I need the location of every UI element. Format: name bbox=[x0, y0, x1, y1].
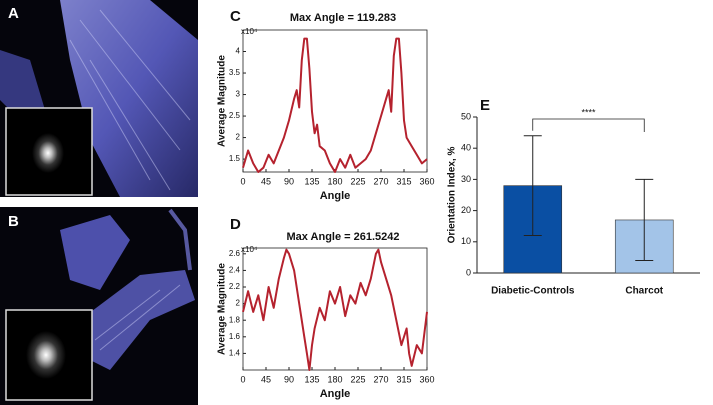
y-tick-label: 2 bbox=[236, 299, 241, 308]
y-tick-label: 1.8 bbox=[229, 315, 241, 324]
y-tick-label: 2.6 bbox=[229, 249, 241, 258]
x-tick-label: Charcot bbox=[625, 286, 663, 297]
x-tick-label: 135 bbox=[304, 176, 319, 186]
x-tick-label: 180 bbox=[327, 374, 342, 384]
y-multiplier: x10⁴ bbox=[241, 245, 258, 254]
y-tick-label: 4 bbox=[236, 47, 241, 56]
x-tick-label: 270 bbox=[373, 374, 388, 384]
y-tick-label: 1.6 bbox=[229, 332, 241, 341]
chart-title: Max Angle = 261.5242 bbox=[286, 231, 399, 243]
y-tick-label: 1.4 bbox=[229, 349, 241, 358]
y-tick-label: 3.5 bbox=[229, 68, 241, 77]
y-tick-label: 3 bbox=[236, 90, 241, 99]
x-tick-label: 315 bbox=[396, 176, 411, 186]
x-tick-label: 45 bbox=[261, 176, 271, 186]
y-tick-label: 2.4 bbox=[229, 266, 241, 275]
significance-label: **** bbox=[581, 107, 596, 117]
image-a: A bbox=[0, 0, 198, 197]
y-tick-label: 50 bbox=[461, 111, 471, 121]
image-b: B bbox=[0, 207, 198, 405]
x-tick-label: 135 bbox=[304, 374, 319, 384]
y-axis-label: Average Magnitude bbox=[217, 55, 228, 147]
significance-bracket bbox=[532, 118, 645, 132]
x-tick-label: 180 bbox=[327, 176, 342, 186]
panel-letter: C bbox=[230, 8, 241, 25]
plot-frame bbox=[242, 247, 428, 371]
x-tick-label: 315 bbox=[396, 374, 411, 384]
x-tick-label: 360 bbox=[419, 374, 434, 384]
y-axis-label: Orientation Index, % bbox=[447, 147, 458, 244]
error-bar bbox=[635, 178, 654, 262]
x-axis-label: Angle bbox=[320, 388, 351, 400]
x-axis-label: Angle bbox=[320, 190, 351, 202]
y-axis-label: Average Magnitude bbox=[217, 263, 228, 355]
y-tick-label: 40 bbox=[461, 143, 471, 153]
x-tick-label: 45 bbox=[261, 374, 271, 384]
x-tick-label: 90 bbox=[284, 176, 294, 186]
y-tick-label: 10 bbox=[461, 236, 471, 246]
y-tick-label: 0 bbox=[466, 267, 471, 277]
x-tick-label: 0 bbox=[240, 374, 245, 384]
panel-letter: A bbox=[8, 5, 19, 22]
error-bar bbox=[523, 135, 542, 237]
x-tick-label: 360 bbox=[419, 176, 434, 186]
panel-letter: D bbox=[230, 216, 241, 233]
y-tick-label: 30 bbox=[461, 174, 471, 184]
y-tick-label: 2.2 bbox=[229, 282, 241, 291]
y-multiplier: x10⁴ bbox=[241, 27, 258, 36]
x-tick-label: 270 bbox=[373, 176, 388, 186]
x-tick-label: Diabetic-Controls bbox=[491, 286, 575, 297]
y-tick-label: 2 bbox=[236, 133, 241, 142]
y-tick-label: 20 bbox=[461, 205, 471, 215]
x-tick-label: 90 bbox=[284, 374, 294, 384]
line bbox=[242, 37, 428, 173]
x-tick-label: 0 bbox=[240, 176, 245, 186]
panel-letter: B bbox=[8, 213, 19, 230]
line bbox=[242, 248, 428, 371]
y-tick-label: 1.5 bbox=[229, 154, 241, 163]
y-tick-label: 2.5 bbox=[229, 111, 241, 120]
x-tick-label: 225 bbox=[350, 176, 365, 186]
x-tick-label: 225 bbox=[350, 374, 365, 384]
panel-letter: E bbox=[480, 97, 490, 114]
chart-title: Max Angle = 119.283 bbox=[290, 12, 396, 24]
